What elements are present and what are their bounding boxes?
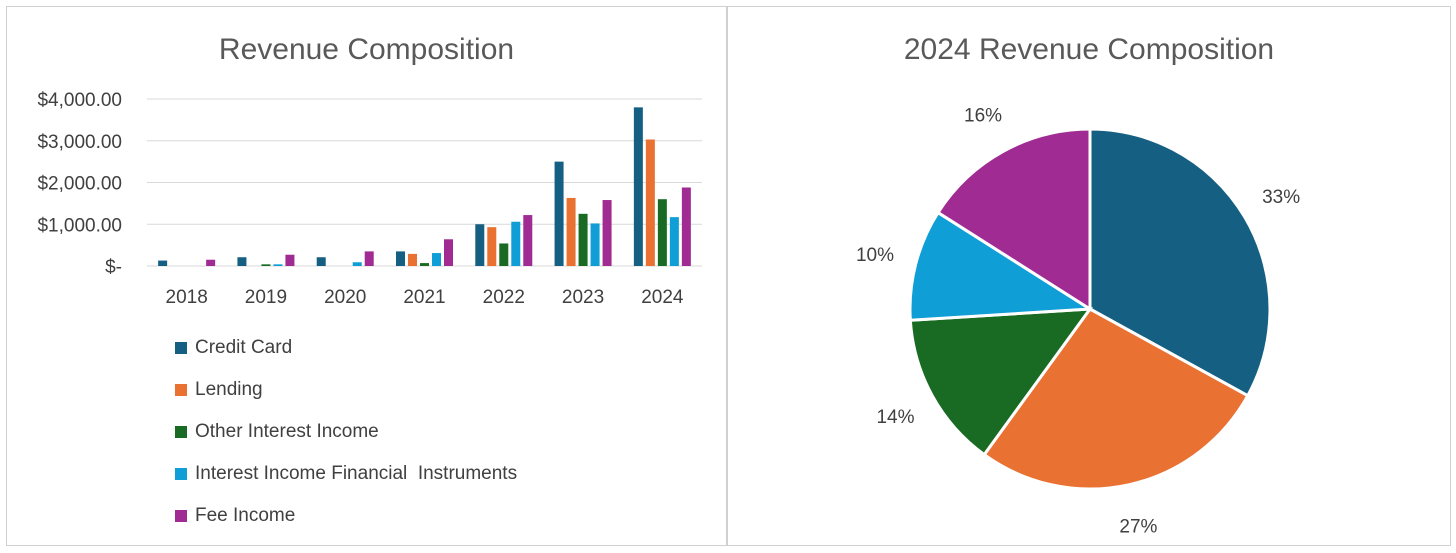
- x-tick-label: 2023: [562, 287, 604, 308]
- bar: [316, 257, 326, 266]
- bar: [657, 199, 667, 266]
- legend-label: Interest Income Financial Instruments: [195, 463, 518, 484]
- bar: [158, 260, 168, 266]
- pie-slice: [935, 127, 1092, 312]
- bar: [364, 251, 374, 266]
- bar: [669, 217, 679, 266]
- legend-swatch: [175, 384, 187, 396]
- bar: [408, 253, 417, 266]
- bar: [420, 263, 429, 266]
- bar: [273, 264, 283, 266]
- bar: [444, 239, 453, 266]
- legend-item: Interest Income Financial Instruments: [175, 453, 517, 495]
- bar: [681, 187, 691, 266]
- pie-slice-label: 10%: [856, 245, 894, 266]
- pie-chart-title: 2024 Revenue Composition: [903, 33, 1275, 66]
- legend-swatch: [175, 342, 187, 354]
- bar: [487, 227, 497, 266]
- bar: [475, 224, 485, 266]
- y-tick-label: $3,000.00: [37, 132, 122, 153]
- bar: [206, 259, 216, 266]
- x-tick-label: 2022: [483, 287, 525, 308]
- legend-label: Other Interest Income: [195, 421, 379, 442]
- x-tick-label: 2019: [245, 287, 287, 308]
- bar-chart-legend: Credit Card Lending Other Interest Income I…: [175, 327, 517, 537]
- x-tick-label: 2020: [324, 287, 366, 308]
- bar: [352, 262, 362, 266]
- bar: [261, 264, 271, 266]
- bar: [499, 243, 509, 266]
- bar: [396, 251, 405, 266]
- bar: [511, 221, 521, 266]
- pie-slice: [908, 307, 1094, 457]
- bar: [578, 213, 588, 266]
- y-tick-label: $4,000.00: [37, 90, 122, 111]
- bar: [523, 215, 533, 266]
- legend-item: Fee Income: [175, 495, 517, 537]
- legend-item: Lending: [175, 369, 517, 411]
- legend-label: Lending: [195, 379, 263, 400]
- bar: [237, 257, 247, 266]
- pie-slice: [1088, 127, 1272, 398]
- y-tick-label: $-: [105, 257, 122, 278]
- bar: [554, 161, 564, 266]
- bar: [566, 197, 576, 266]
- bar-chart: $- $1,000.00 $2,000.00 $3,000.00 $4,000.00 20…: [37, 90, 702, 308]
- pie-slice-label: 33%: [1262, 187, 1300, 208]
- bar: [602, 200, 612, 266]
- pie-slice-label: 14%: [876, 407, 914, 428]
- x-tick-label: 2021: [403, 287, 445, 308]
- pie-slice: [982, 307, 1250, 491]
- bar: [432, 253, 441, 266]
- legend-label: Fee Income: [195, 505, 296, 526]
- pie-slice: [908, 210, 1095, 322]
- bar: [645, 139, 655, 266]
- bar-chart-panel: Revenue Composition $- $1,000.00 $2,000.00…: [6, 6, 727, 546]
- y-tick-label: $2,000.00: [37, 174, 122, 195]
- legend-item: Other Interest Income: [175, 411, 517, 453]
- legend-item: Credit Card: [175, 327, 517, 369]
- y-tick-label: $1,000.00: [37, 215, 122, 236]
- bar: [633, 107, 643, 266]
- legend-swatch: [175, 510, 187, 522]
- pie-slice-label: 27%: [1119, 517, 1157, 538]
- pie-chart: 33% 27% 14% 10% 16%: [856, 105, 1300, 538]
- legend-label: Credit Card: [195, 337, 293, 358]
- x-tick-label: 2018: [166, 287, 208, 308]
- bar: [590, 223, 600, 266]
- legend-swatch: [175, 468, 187, 480]
- bar-chart-title: Revenue Composition: [218, 33, 515, 66]
- pie-chart-panel: 2024 Revenue Composition 33% 27% 14% 10% 16%: [727, 6, 1451, 546]
- x-tick-label: 2024: [641, 287, 684, 308]
- legend-swatch: [175, 426, 187, 438]
- pie-slice-label: 16%: [964, 105, 1002, 126]
- bar: [285, 254, 295, 266]
